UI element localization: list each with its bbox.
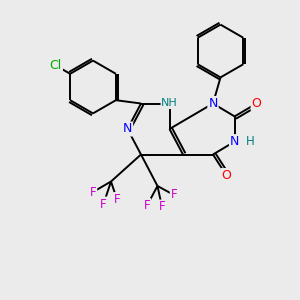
Text: F: F — [144, 199, 150, 212]
Text: N: N — [123, 122, 132, 136]
Text: F: F — [100, 197, 107, 211]
Text: N: N — [230, 135, 239, 148]
Text: F: F — [159, 200, 165, 214]
Text: F: F — [90, 185, 96, 199]
Text: Cl: Cl — [50, 59, 62, 72]
Text: F: F — [171, 188, 177, 202]
Text: F: F — [114, 193, 120, 206]
Text: O: O — [222, 169, 231, 182]
Text: N: N — [208, 97, 218, 110]
Text: NH: NH — [161, 98, 178, 109]
Text: H: H — [246, 135, 255, 148]
Text: O: O — [252, 97, 261, 110]
